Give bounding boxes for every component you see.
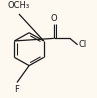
- Text: OCH₃: OCH₃: [8, 1, 30, 10]
- Text: F: F: [15, 85, 19, 94]
- Text: O: O: [51, 14, 57, 23]
- Text: Cl: Cl: [78, 40, 86, 49]
